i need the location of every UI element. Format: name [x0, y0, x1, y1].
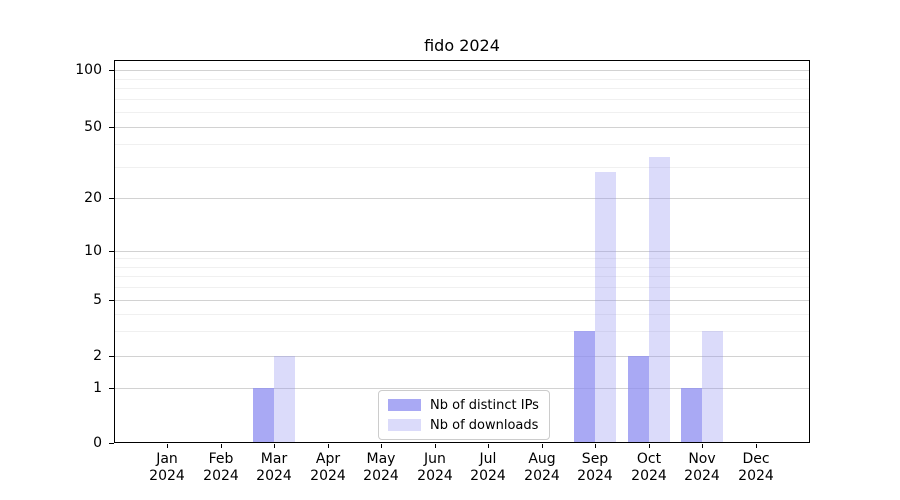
- x-axis-tick: [274, 444, 275, 448]
- bar-distinct-ips: [574, 331, 595, 443]
- x-axis-tick: [756, 444, 757, 448]
- y-tick-label: 50: [84, 119, 102, 135]
- legend-item-downloads: Nb of downloads: [388, 417, 539, 433]
- bar-downloads: [649, 157, 670, 443]
- y-tick-label: 2: [93, 348, 102, 364]
- x-tick-label: Nov 2024: [684, 451, 720, 484]
- y-axis-tick: [109, 300, 114, 301]
- y-gridline-major: [115, 70, 809, 71]
- y-tick-label: 1: [93, 380, 102, 396]
- x-axis-tick: [435, 444, 436, 448]
- y-gridline-minor: [115, 258, 809, 259]
- y-gridline-minor: [115, 112, 809, 113]
- x-tick-label: Mar 2024: [256, 451, 292, 484]
- legend-swatch-distinct-ips: [388, 399, 421, 411]
- y-axis-tick: [109, 251, 114, 252]
- legend-label-distinct-ips: Nb of distinct IPs: [430, 397, 539, 413]
- y-axis-tick: [109, 356, 114, 357]
- y-tick-label: 5: [93, 292, 102, 308]
- x-axis-tick: [167, 444, 168, 448]
- y-gridline-minor: [115, 88, 809, 89]
- y-tick-label: 10: [84, 243, 102, 259]
- y-gridline-minor: [115, 287, 809, 288]
- y-gridline-minor: [115, 276, 809, 277]
- x-tick-label: Aug 2024: [524, 451, 560, 484]
- legend-swatch-downloads: [388, 419, 421, 431]
- x-tick-label: Jul 2024: [470, 451, 506, 484]
- y-gridline-minor: [115, 79, 809, 80]
- x-axis-tick: [595, 444, 596, 448]
- y-gridline-major: [115, 127, 809, 128]
- y-gridline-minor: [115, 267, 809, 268]
- bar-distinct-ips: [628, 356, 649, 443]
- x-axis-tick: [328, 444, 329, 448]
- x-axis-tick: [381, 444, 382, 448]
- x-tick-label: Jun 2024: [417, 451, 453, 484]
- y-gridline-major: [115, 388, 809, 389]
- bar-downloads: [595, 172, 616, 443]
- x-axis-tick: [702, 444, 703, 448]
- x-tick-label: Feb 2024: [203, 451, 239, 484]
- y-gridline-major: [115, 356, 809, 357]
- x-tick-label: Apr 2024: [310, 451, 346, 484]
- x-tick-label: Jan 2024: [149, 451, 185, 484]
- chart-title: fido 2024: [424, 36, 500, 55]
- y-gridline-minor: [115, 331, 809, 332]
- y-tick-label: 20: [84, 190, 102, 206]
- y-tick-label: 100: [75, 62, 102, 78]
- y-gridline-major: [115, 251, 809, 252]
- x-tick-label: May 2024: [363, 451, 399, 484]
- y-gridline-minor: [115, 144, 809, 145]
- bar-distinct-ips: [681, 388, 702, 443]
- legend-item-distinct-ips: Nb of distinct IPs: [388, 397, 539, 413]
- bar-distinct-ips: [253, 388, 274, 443]
- x-axis-tick: [649, 444, 650, 448]
- bar-downloads: [702, 331, 723, 443]
- bar-downloads: [274, 356, 295, 443]
- y-gridline-minor: [115, 314, 809, 315]
- x-tick-label: Oct 2024: [631, 451, 667, 484]
- y-axis-tick: [109, 70, 114, 71]
- x-tick-label: Dec 2024: [738, 451, 774, 484]
- y-axis-tick: [109, 388, 114, 389]
- y-gridline-minor: [115, 167, 809, 168]
- y-gridline-major: [115, 300, 809, 301]
- y-axis-tick: [109, 127, 114, 128]
- legend: Nb of distinct IPs Nb of downloads: [378, 390, 550, 440]
- x-tick-label: Sep 2024: [577, 451, 613, 484]
- y-axis-tick: [109, 443, 114, 444]
- x-axis-tick: [488, 444, 489, 448]
- y-tick-label: 0: [93, 435, 102, 451]
- y-gridline-minor: [115, 99, 809, 100]
- x-axis-tick: [221, 444, 222, 448]
- legend-label-downloads: Nb of downloads: [430, 417, 539, 433]
- x-axis-tick: [542, 444, 543, 448]
- y-gridline-major: [115, 198, 809, 199]
- y-axis-tick: [109, 198, 114, 199]
